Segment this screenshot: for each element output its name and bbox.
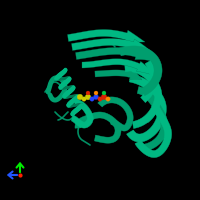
Circle shape [98,97,102,101]
Circle shape [102,91,106,95]
Polygon shape [119,46,162,96]
Circle shape [101,94,107,100]
Polygon shape [137,87,168,151]
Circle shape [82,97,86,101]
Polygon shape [82,59,155,76]
Polygon shape [76,47,155,62]
Polygon shape [125,64,162,128]
Circle shape [77,94,83,100]
Circle shape [90,97,94,101]
Polygon shape [72,38,152,52]
Polygon shape [67,29,145,42]
Polygon shape [98,97,133,131]
Polygon shape [127,74,166,142]
Polygon shape [141,60,158,103]
Polygon shape [75,112,121,143]
Circle shape [106,97,110,101]
Polygon shape [135,104,172,158]
Circle shape [94,91,98,95]
Polygon shape [95,70,142,80]
Polygon shape [71,99,93,128]
Circle shape [86,91,90,95]
Circle shape [85,94,91,100]
Circle shape [94,95,98,99]
